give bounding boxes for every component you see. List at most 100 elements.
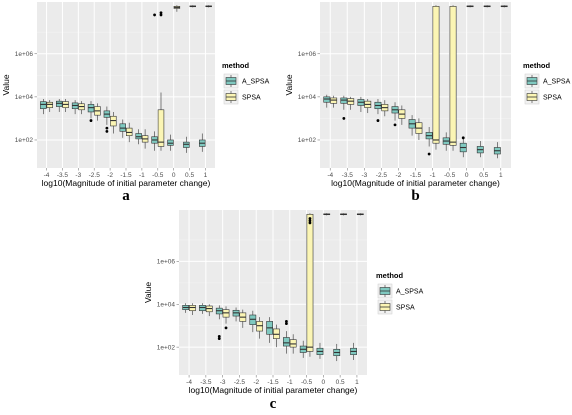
box-A_SPSA--3	[357, 96, 365, 112]
box-A_SPSA--0.5	[299, 340, 307, 358]
x-tick-label: -0.5	[301, 379, 313, 386]
box-SPSA--3	[78, 101, 85, 115]
outlier-point	[224, 326, 228, 330]
x-tick-label: 1	[499, 172, 503, 179]
x-tick-label: 0	[172, 172, 176, 179]
x-tick-label: 0.5	[336, 379, 345, 386]
x-tick-label: -3.5	[57, 172, 69, 179]
box-A_SPSA--2.5	[374, 99, 382, 122]
box-A_SPSA--4	[323, 94, 331, 108]
box-body	[432, 6, 440, 144]
box-A_SPSA--1	[283, 320, 290, 354]
box-SPSA--0.5	[306, 213, 314, 357]
box-body	[40, 101, 47, 110]
box-SPSA--4	[330, 95, 338, 108]
box-A_SPSA--2	[249, 310, 257, 333]
y-tick-label: 1e+04	[298, 94, 317, 101]
outlier-point	[159, 11, 163, 15]
box-SPSA--1	[141, 129, 149, 149]
box-A_SPSA-0	[316, 342, 324, 359]
x-tick-label: -3.5	[200, 379, 212, 386]
box-A_SPSA--2	[103, 106, 111, 133]
box-SPSA-0.5	[189, 5, 196, 8]
box-A_SPSA--3.5	[340, 95, 348, 120]
box-SPSA--4	[189, 303, 196, 315]
outlier-point	[308, 219, 312, 223]
x-tick-label: -0.5	[444, 172, 456, 179]
box-SPSA--1.5	[415, 118, 423, 140]
x-tick-label: -2.5	[376, 172, 388, 179]
outlier-point	[285, 322, 288, 325]
outlier-point	[461, 136, 465, 140]
x-tick-label: -2	[253, 379, 259, 386]
box-A_SPSA--3	[215, 305, 223, 340]
box-A_SPSA--3.5	[199, 303, 206, 314]
legend-label-SPSA: SPSA	[543, 95, 562, 102]
y-tick-label: 1e+06	[298, 51, 317, 58]
outlier-point	[285, 320, 288, 323]
box-SPSA--2	[398, 105, 406, 125]
y-tick-label: 1e+04	[157, 301, 176, 308]
box-A_SPSA--1	[425, 127, 433, 156]
x-tick-label: 1	[204, 172, 208, 179]
y-tick-label: 1e+06	[15, 51, 34, 58]
x-tick-label: -1	[139, 172, 145, 179]
box-SPSA--2	[110, 111, 117, 134]
box-SPSA--4	[46, 100, 53, 112]
box-A_SPSA-0	[459, 136, 467, 158]
x-tick-label: -3	[220, 379, 226, 386]
box-A_SPSA--1.5	[266, 317, 273, 343]
x-tick-label: -1.5	[410, 172, 422, 179]
outlier-point	[105, 126, 109, 130]
x-tick-label: -1.5	[120, 172, 132, 179]
outlier-point	[89, 119, 93, 122]
legend-title: method	[222, 61, 250, 70]
outlier-point	[342, 117, 346, 120]
outlier-point	[159, 13, 163, 17]
legend-label-A_SPSA: A_SPSA	[396, 289, 424, 296]
box-A_SPSA--4	[40, 99, 47, 115]
box-SPSA-0.5	[340, 213, 347, 216]
box-SPSA--1.5	[126, 122, 133, 143]
box-SPSA--3	[222, 306, 230, 330]
box-SPSA-0	[466, 5, 474, 8]
x-tick-label: 0.5	[185, 172, 194, 179]
box-body	[306, 213, 314, 352]
box-SPSA--3.5	[347, 96, 355, 110]
box-SPSA-1	[500, 5, 508, 8]
box-SPSA-0	[323, 213, 331, 216]
box-A_SPSA--0.5	[442, 132, 450, 151]
x-tick-label: -3	[361, 172, 367, 179]
box-SPSA--0.5	[157, 11, 165, 151]
box-SPSA--3.5	[205, 304, 213, 317]
box-SPSA-0	[173, 5, 181, 12]
box-A_SPSA--0.5	[151, 13, 158, 151]
chart-panel-b: 1e+02 1e+04 1e+06 -4 -3.5 -3 -2.5 -2 -1.5 -1 -0.5 0…	[284, 2, 571, 204]
box-SPSA--3.5	[62, 99, 69, 112]
x-tick-label: 1	[355, 379, 359, 386]
legend-label-SPSA: SPSA	[396, 305, 415, 312]
outlier-point	[427, 152, 431, 156]
outlier-point	[308, 217, 312, 220]
box-A_SPSA--2.5	[87, 101, 95, 122]
y-tick-label: 1e+02	[15, 137, 34, 144]
x-axis-title: log10(Magnitude of initial parameter cha…	[42, 178, 211, 188]
box-A_SPSA-0.5	[183, 136, 190, 153]
y-tick-label: 1e+04	[15, 94, 34, 101]
box-A_SPSA-0	[167, 134, 174, 151]
box-A_SPSA--1.5	[119, 119, 126, 138]
box-SPSA--2.5	[239, 309, 247, 328]
box-A_SPSA--4	[182, 303, 190, 313]
legend: method A_SPSA SPSA	[523, 61, 571, 105]
outlier-point	[217, 335, 221, 338]
x-tick-label: -2.5	[234, 379, 246, 386]
box-A_SPSA-1	[350, 342, 357, 360]
box-SPSA--0.5	[449, 5, 457, 151]
box-A_SPSA--2	[391, 102, 399, 127]
box-A_SPSA--1	[135, 129, 142, 145]
x-tick-label: -0.5	[152, 172, 164, 179]
box-A_SPSA-0.5	[476, 141, 484, 158]
box-SPSA--1	[432, 5, 440, 150]
box-SPSA-1	[205, 5, 212, 8]
box-A_SPSA-0.5	[333, 343, 341, 362]
